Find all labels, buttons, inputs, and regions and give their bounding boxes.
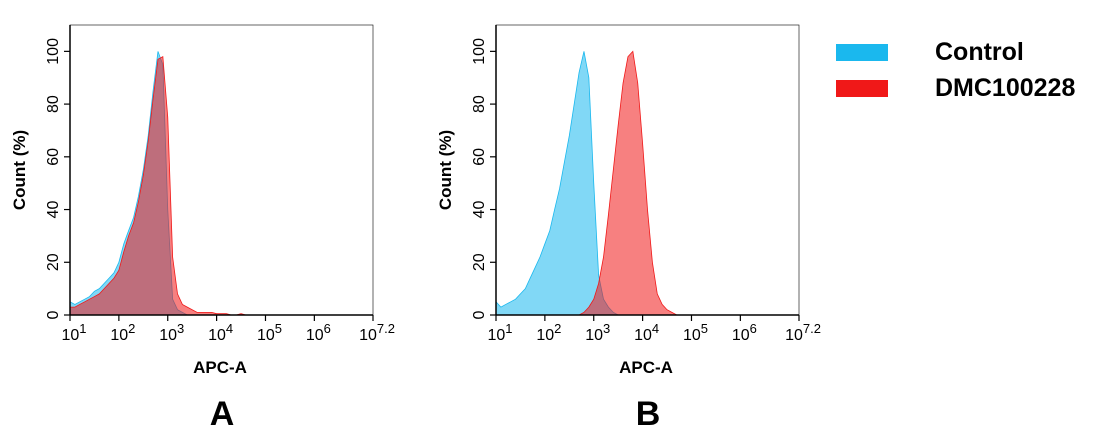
tick-base: 10: [487, 327, 505, 344]
y-tick-label: 40: [471, 201, 488, 219]
panel-label: A: [210, 395, 235, 433]
tick-exponent: 2: [128, 321, 135, 336]
tick-base: 10: [257, 327, 275, 344]
x-tick-label: 105: [257, 321, 282, 344]
tick-base: 10: [359, 327, 377, 344]
x-tick-label: 101: [487, 321, 512, 344]
x-tick-label: 105: [683, 321, 708, 344]
y-tick-label: 100: [45, 38, 62, 65]
tick-exponent: 7.2: [803, 321, 821, 336]
tick-exponent: 1: [505, 321, 512, 336]
x-tick-label: 104: [634, 321, 659, 344]
tick-base: 10: [785, 327, 803, 344]
tick-exponent: 6: [750, 321, 757, 336]
tick-base: 10: [306, 327, 324, 344]
x-tick-label: 101: [61, 321, 86, 344]
legend-swatch: [836, 80, 888, 97]
y-tick-label: 20: [471, 253, 488, 271]
y-tick-label: 80: [471, 95, 488, 113]
x-tick-label: 103: [585, 321, 610, 344]
tick-exponent: 2: [554, 321, 561, 336]
y-tick-label: 40: [45, 201, 62, 219]
y-axis-label: Count (%): [10, 130, 29, 210]
tick-exponent: 5: [701, 321, 708, 336]
tick-base: 10: [208, 327, 226, 344]
tick-base: 10: [732, 327, 750, 344]
tick-exponent: 7.2: [377, 321, 395, 336]
y-tick-label: 20: [45, 253, 62, 271]
y-tick-label: 60: [45, 148, 62, 166]
x-axis-label: APC-A: [193, 358, 247, 377]
tick-exponent: 3: [603, 321, 610, 336]
x-tick-label: 103: [159, 321, 184, 344]
tick-base: 10: [683, 327, 701, 344]
tick-base: 10: [634, 327, 652, 344]
legend-label: DMC100228: [935, 74, 1075, 102]
x-tick-label: 106: [306, 321, 331, 344]
x-tick-label: 102: [536, 321, 561, 344]
tick-base: 10: [110, 327, 128, 344]
tick-base: 10: [536, 327, 554, 344]
x-tick-label: 104: [208, 321, 233, 344]
histogram-area: [69, 55, 266, 316]
x-tick-label: 106: [732, 321, 757, 344]
tick-exponent: 5: [275, 321, 282, 336]
legend-label: Control: [935, 38, 1024, 66]
tick-base: 10: [61, 327, 79, 344]
tick-base: 10: [159, 327, 177, 344]
y-tick-label: 60: [471, 148, 488, 166]
tick-exponent: 3: [177, 321, 184, 336]
tick-exponent: 4: [652, 321, 659, 336]
x-tick-label: 107.2: [785, 321, 821, 344]
panel-label: B: [636, 395, 661, 433]
tick-exponent: 4: [226, 321, 233, 336]
tick-base: 10: [585, 327, 603, 344]
tick-exponent: 1: [79, 321, 86, 336]
legend-swatch: [836, 44, 888, 61]
tick-exponent: 6: [324, 321, 331, 336]
y-tick-label: 0: [45, 310, 62, 319]
y-axis-label: Count (%): [436, 130, 455, 210]
y-tick-label: 80: [45, 95, 62, 113]
x-tick-label: 102: [110, 321, 135, 344]
y-tick-label: 0: [471, 310, 488, 319]
x-axis-label: APC-A: [619, 358, 673, 377]
x-tick-label: 107.2: [359, 321, 395, 344]
histogram-area: [495, 51, 692, 316]
y-tick-label: 100: [471, 38, 488, 65]
